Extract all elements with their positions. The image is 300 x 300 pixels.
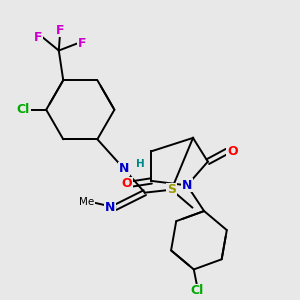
Text: O: O (227, 145, 238, 158)
Text: S: S (167, 183, 176, 196)
Text: F: F (34, 31, 43, 44)
Text: N: N (182, 179, 192, 192)
Text: H: H (136, 160, 145, 170)
Text: N: N (105, 201, 115, 214)
Text: Cl: Cl (190, 284, 203, 297)
Text: O: O (122, 177, 132, 190)
Text: F: F (78, 37, 87, 50)
Text: Cl: Cl (16, 103, 30, 116)
Text: Me: Me (79, 196, 94, 207)
Text: F: F (56, 24, 64, 37)
Text: N: N (119, 162, 129, 176)
